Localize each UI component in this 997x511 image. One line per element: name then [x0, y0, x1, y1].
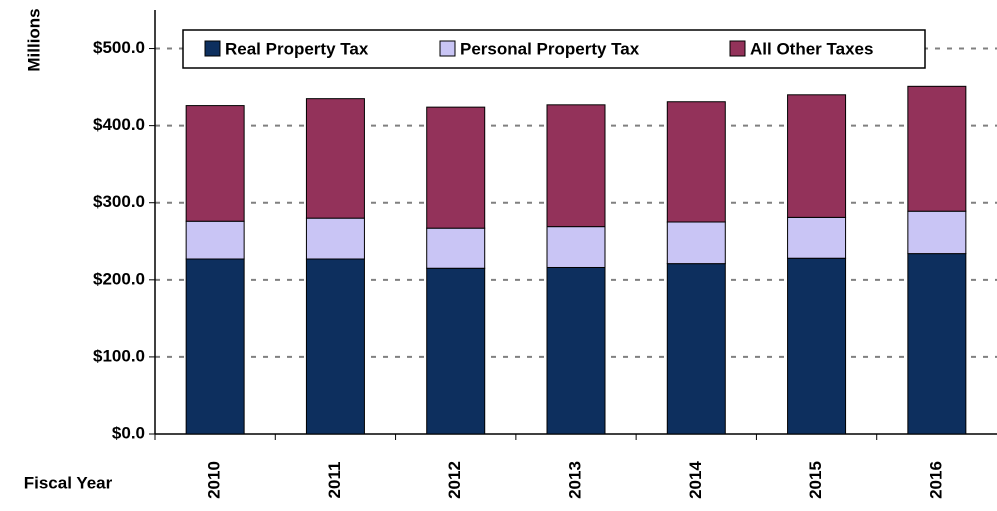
- x-axis-label: Fiscal Year: [24, 473, 113, 492]
- bar-segment: [305, 217, 365, 260]
- legend-swatch: [729, 40, 746, 57]
- bar-segment: [546, 266, 606, 435]
- bar-segment: [907, 85, 967, 212]
- y-axis-label: Millions: [24, 8, 43, 71]
- legend-label: Real Property Tax: [225, 39, 369, 58]
- x-tick-label: 2010: [205, 461, 224, 499]
- bar-segment: [426, 267, 486, 435]
- legend-swatch: [439, 40, 456, 57]
- bar-segment: [666, 221, 726, 265]
- bar-segment: [305, 258, 365, 435]
- bar-segment: [787, 94, 847, 218]
- y-tick-label: $500.0: [93, 38, 145, 57]
- bar-segment: [907, 253, 967, 435]
- bar-segment: [787, 257, 847, 435]
- legend-swatch: [204, 40, 221, 57]
- y-tick-label: $200.0: [93, 269, 145, 288]
- bar-segment: [426, 106, 486, 229]
- bar-segment: [185, 220, 245, 260]
- bar-segment: [787, 216, 847, 259]
- bar-segment: [305, 98, 365, 219]
- bar-segment: [185, 105, 245, 222]
- y-tick-label: $300.0: [93, 192, 145, 211]
- x-tick-label: 2013: [565, 461, 584, 499]
- bar-segment: [666, 101, 726, 223]
- bar-segment: [907, 210, 967, 255]
- bar-segment: [546, 104, 606, 228]
- legend-box: [182, 29, 926, 69]
- x-tick-label: 2012: [445, 461, 464, 499]
- x-tick-label: 2014: [686, 461, 705, 499]
- bar-segment: [185, 258, 245, 435]
- y-tick-label: $0.0: [112, 423, 145, 442]
- x-tick-label: 2015: [806, 461, 825, 499]
- bar-segment: [426, 227, 486, 269]
- y-tick-label: $100.0: [93, 346, 145, 365]
- legend-label: Personal Property Tax: [460, 39, 640, 58]
- legend-label: All Other Taxes: [750, 39, 873, 58]
- y-tick-label: $400.0: [93, 115, 145, 134]
- x-tick-label: 2016: [926, 461, 945, 499]
- bar-segment: [666, 263, 726, 435]
- bar-segment: [546, 226, 606, 268]
- x-tick-label: 2011: [325, 462, 344, 499]
